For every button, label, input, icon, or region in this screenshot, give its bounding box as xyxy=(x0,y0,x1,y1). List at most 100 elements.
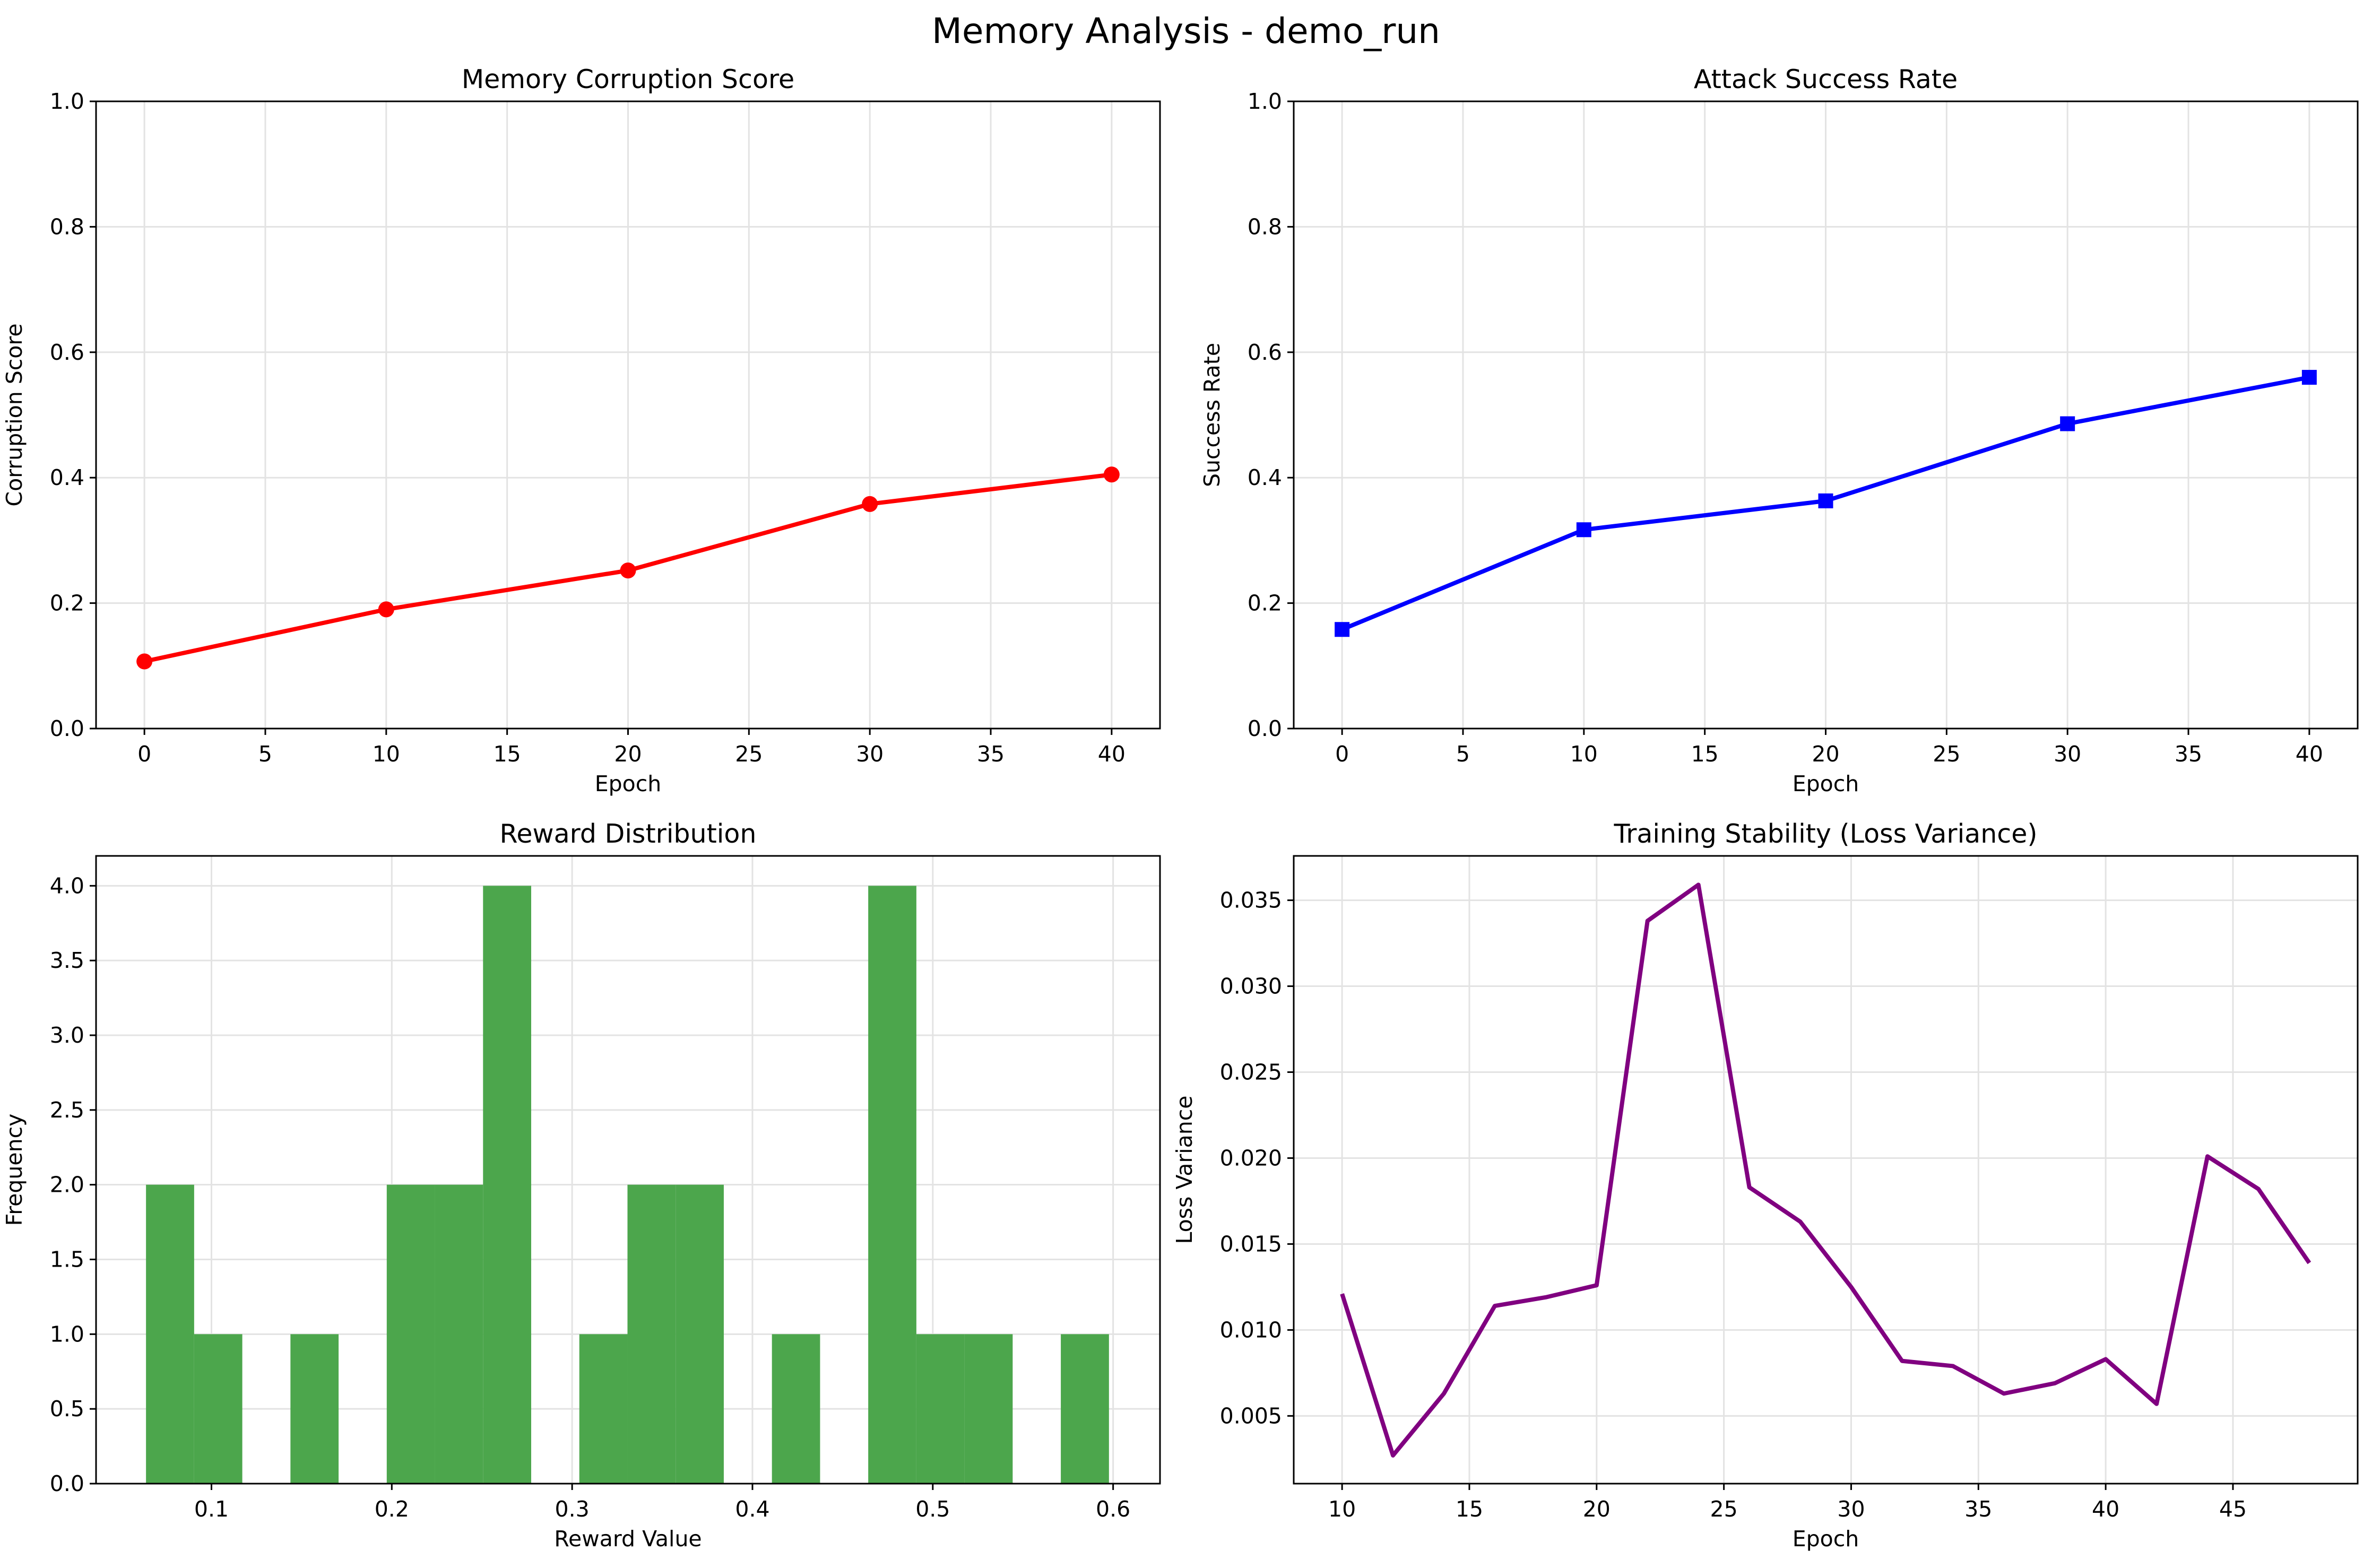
y-tick-label: 0.025 xyxy=(1220,1060,1282,1085)
x-tick-label: 25 xyxy=(1933,741,1960,767)
data-point xyxy=(378,601,394,618)
x-tick-label: 20 xyxy=(1812,741,1839,767)
y-tick-label: 2.5 xyxy=(50,1097,84,1123)
x-tick-label: 0.5 xyxy=(915,1496,950,1522)
y-tick-label: 0.015 xyxy=(1220,1231,1282,1257)
x-tick-label: 40 xyxy=(2296,741,2323,767)
x-tick-label: 0 xyxy=(137,741,151,767)
y-tick-label: 1.0 xyxy=(50,1321,84,1347)
x-tick-label: 0.4 xyxy=(735,1496,769,1522)
y-axis-label: Frequency xyxy=(2,1114,27,1226)
data-point xyxy=(136,653,153,670)
y-tick-label: 0.0 xyxy=(50,1471,84,1496)
chart-panel-2: 0 5 10 15 20 25 30 35 40 0.0 0.2 0.4 0.6 0.8 1.0 Attack… xyxy=(1199,64,2359,796)
x-tick-label: 5 xyxy=(258,741,272,767)
y-tick-label: 3.5 xyxy=(50,948,84,973)
x-tick-label: 0.3 xyxy=(555,1496,590,1522)
y-tick-label: 0.0 xyxy=(1248,716,1282,741)
histogram-bar xyxy=(1061,1334,1109,1484)
histogram-bar xyxy=(916,1334,965,1484)
data-point xyxy=(862,496,878,512)
histogram-bar xyxy=(194,1334,243,1484)
x-tick-label: 10 xyxy=(373,741,400,767)
x-tick-label: 0 xyxy=(1335,741,1349,767)
x-tick-label: 30 xyxy=(2054,741,2081,767)
y-tick-label: 2.0 xyxy=(50,1172,84,1198)
x-tick-label: 40 xyxy=(2092,1496,2119,1522)
x-tick-label: 25 xyxy=(1710,1496,1738,1522)
x-tick-label: 30 xyxy=(1837,1496,1865,1522)
histogram-bar xyxy=(146,1184,194,1484)
x-tick-label: 20 xyxy=(1583,1496,1611,1522)
histogram-bar xyxy=(386,1184,435,1484)
y-tick-label: 0.020 xyxy=(1220,1145,1282,1171)
x-tick-label: 15 xyxy=(494,741,521,767)
data-point xyxy=(2301,370,2317,385)
y-tick-label: 0.8 xyxy=(1248,214,1282,239)
x-tick-label: 40 xyxy=(1098,741,1126,767)
y-tick-label: 0.0 xyxy=(50,716,84,741)
y-tick-label: 4.0 xyxy=(50,873,84,898)
x-axis-label: Epoch xyxy=(1793,771,1859,796)
y-tick-label: 1.5 xyxy=(50,1247,84,1272)
histogram-bar xyxy=(964,1334,1013,1484)
histogram-bar xyxy=(290,1334,339,1484)
chart-title: Attack Success Rate xyxy=(1694,64,1958,94)
histogram-bar xyxy=(676,1184,724,1484)
x-tick-label: 10 xyxy=(1328,1496,1356,1522)
y-tick-label: 0.5 xyxy=(50,1396,84,1422)
y-tick-label: 1.0 xyxy=(1248,89,1282,114)
y-tick-label: 3.0 xyxy=(50,1023,84,1048)
y-tick-label: 0.6 xyxy=(1248,340,1282,365)
histogram-bar xyxy=(579,1334,628,1484)
x-axis-label: Epoch xyxy=(595,771,662,796)
y-tick-label: 0.010 xyxy=(1220,1317,1282,1342)
y-axis-label: Loss Variance xyxy=(1172,1095,1197,1244)
x-tick-label: 25 xyxy=(735,741,763,767)
y-tick-label: 0.4 xyxy=(1248,465,1282,490)
x-tick-label: 15 xyxy=(1456,1496,1483,1522)
y-axis-label: Success Rate xyxy=(1199,343,1225,487)
x-tick-label: 10 xyxy=(1570,741,1598,767)
chart-title: Memory Corruption Score xyxy=(462,64,794,94)
data-point xyxy=(1335,622,1350,637)
figure-title: Memory Analysis - demo_run xyxy=(931,11,1441,51)
data-point xyxy=(1576,522,1591,538)
x-axis-label: Reward Value xyxy=(554,1526,702,1552)
x-tick-label: 0.1 xyxy=(194,1496,229,1522)
y-tick-label: 0.4 xyxy=(50,465,84,490)
y-tick-label: 1.0 xyxy=(50,89,84,114)
histogram-bar xyxy=(483,886,532,1484)
x-tick-label: 0.6 xyxy=(1096,1496,1130,1522)
x-tick-label: 45 xyxy=(2219,1496,2247,1522)
y-tick-label: 0.8 xyxy=(50,214,84,239)
y-tick-label: 0.030 xyxy=(1220,974,1282,999)
chart-title: Reward Distribution xyxy=(500,819,757,849)
data-point xyxy=(1103,466,1120,483)
x-tick-label: 35 xyxy=(1964,1496,1992,1522)
data-point xyxy=(1818,493,1833,508)
y-tick-label: 0.6 xyxy=(50,340,84,365)
y-tick-label: 0.2 xyxy=(50,591,84,616)
data-point xyxy=(620,562,636,579)
plot-frame xyxy=(1293,855,2359,1485)
chart-panel-1: 0 5 10 15 20 25 30 35 40 0.0 0.2 0.4 0.6 0.8 1.0 Memory… xyxy=(2,64,1161,796)
x-tick-label: 5 xyxy=(1456,741,1470,767)
x-tick-label: 30 xyxy=(856,741,884,767)
x-tick-label: 20 xyxy=(614,741,642,767)
x-tick-label: 0.2 xyxy=(375,1496,409,1522)
y-tick-label: 0.035 xyxy=(1220,888,1282,913)
plot-frame xyxy=(95,855,1161,1485)
chart-panel-3: 0.1 0.2 0.3 0.4 0.5 0.6 0.0 0.5 1.0 1.5 2.0 2.5 3.0 3… xyxy=(2,819,1161,1552)
y-axis-label: Corruption Score xyxy=(2,323,27,506)
chart-panel-4: 10 15 20 25 30 35 40 45 0.005 0.010 0.015 0.020 0.02… xyxy=(1172,819,2359,1552)
series-line xyxy=(1340,882,2312,1458)
x-axis-label: Epoch xyxy=(1793,1526,1859,1552)
x-tick-label: 35 xyxy=(2175,741,2202,767)
histogram-bar xyxy=(772,1334,820,1484)
y-tick-label: 0.005 xyxy=(1220,1403,1282,1428)
x-tick-label: 35 xyxy=(977,741,1005,767)
y-tick-label: 0.2 xyxy=(1248,591,1282,616)
x-tick-label: 15 xyxy=(1691,741,1719,767)
